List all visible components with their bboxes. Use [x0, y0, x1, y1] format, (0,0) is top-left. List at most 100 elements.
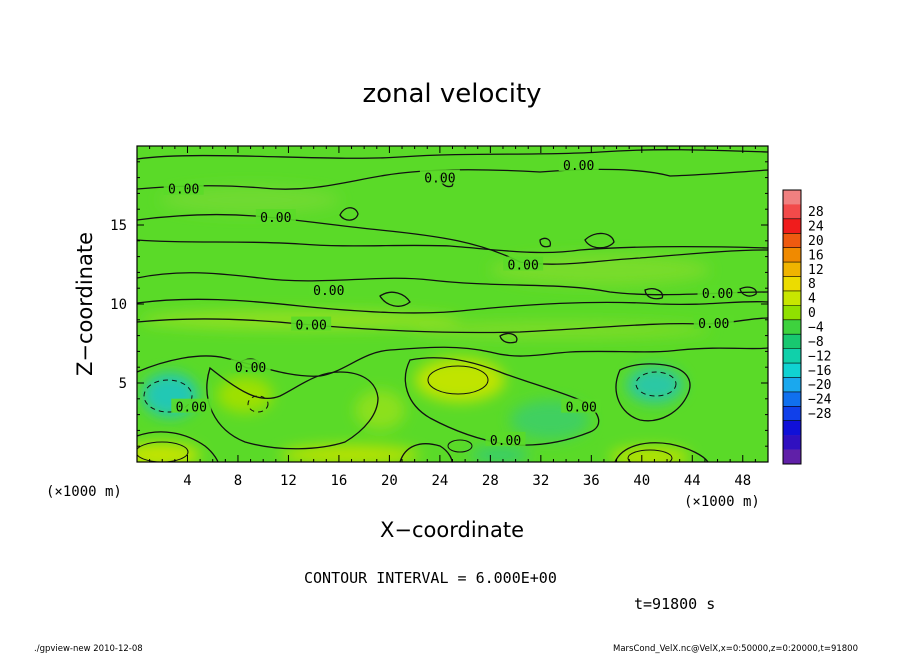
colorbar-segment: [783, 190, 801, 205]
contour-line: [644, 288, 664, 300]
positive-contour: [447, 439, 473, 453]
colorbar-segment: [783, 290, 801, 306]
colorbar-segment: [783, 218, 801, 234]
positive-contour: [137, 441, 189, 462]
x-tick-label: 36: [583, 473, 600, 489]
field-patch: [217, 377, 273, 413]
contour-label: 0.00: [698, 317, 729, 332]
x-tick-label: 20: [381, 473, 398, 489]
colorbar-segment: [783, 204, 801, 220]
footer-left: ./gpview-new 2010-12-08: [34, 644, 143, 654]
colorbar-segment: [783, 363, 801, 378]
colorbar-label: 8: [808, 277, 816, 292]
contour-line: [137, 298, 768, 314]
y-axis: 5 10 15: [110, 161, 768, 447]
contour-line: [539, 237, 552, 248]
contour-label-bg: [558, 156, 599, 171]
contour-line: [137, 168, 768, 190]
contour-line: [404, 357, 600, 446]
x-tick-label: 4: [183, 473, 191, 489]
x-tick-label: 32: [532, 473, 549, 489]
colorbar-label: −24: [808, 393, 832, 408]
positive-contour: [627, 449, 673, 462]
contour-line: [739, 286, 757, 297]
time-label: t=91800 s: [634, 595, 715, 613]
colorbar-segment: [783, 247, 801, 263]
contour-line: [379, 291, 411, 307]
field-patch: [160, 186, 340, 214]
colorbar-segment: [783, 262, 801, 277]
y-axis-title: Z−coordinate: [73, 232, 97, 376]
contour-label-bg: [503, 256, 544, 271]
contour-label: 0.00: [260, 211, 291, 226]
contour-line: [137, 213, 768, 265]
contour-label: 0.00: [168, 183, 199, 198]
contour-label: 0.00: [566, 401, 597, 416]
contour-line: [137, 149, 768, 160]
contour-label-bg: [291, 316, 332, 331]
x-tick-label: 28: [482, 473, 499, 489]
x-tick-label: 40: [633, 473, 650, 489]
colorbar-label: −8: [808, 335, 824, 350]
field-patch: [610, 447, 690, 462]
contour-line: [399, 443, 453, 462]
colorbar-segment: [783, 276, 801, 292]
negative-contours: [143, 371, 677, 413]
contour-label: 0.00: [508, 259, 539, 274]
contour-label-bg: [693, 314, 734, 329]
colorbar-label: −20: [808, 378, 831, 393]
colorbar-label: −4: [808, 321, 824, 336]
y-tick-label: 10: [110, 297, 127, 313]
contour-line: [614, 442, 709, 462]
contour-label-bg: [485, 431, 526, 446]
contour-label: 0.00: [563, 159, 594, 174]
contour-line: [137, 272, 768, 296]
x-tick-label: 48: [734, 473, 751, 489]
field-patch: [627, 367, 683, 403]
x-tick-label: 44: [684, 473, 701, 489]
contour-line: [206, 366, 379, 450]
field-patch: [280, 445, 420, 462]
colorbar-segment: [783, 406, 801, 422]
colorbar-label: 16: [808, 248, 824, 263]
plot-area: 0.00 0.00 0.00 0.00 0.00 0.00 0.00 0.00 0.00 0.00…: [137, 146, 768, 462]
footer-right: MarsCond_VelX.nc@VelX,x=0:50000,z=0:2000…: [613, 644, 858, 654]
contour-label: 0.00: [295, 319, 326, 334]
positive-inner-contours: [137, 365, 673, 462]
colorbar-label: −12: [808, 349, 831, 364]
y-tick-label: 15: [110, 218, 127, 234]
x-tick-label: 8: [234, 473, 242, 489]
y-tick-label: 5: [119, 376, 127, 392]
y-unit-label: (×1000 m): [46, 484, 122, 500]
contour-line: [137, 239, 768, 254]
contour-label-bg: [171, 398, 212, 413]
colorbar-label: 4: [808, 292, 816, 307]
x-tick-label: 16: [330, 473, 347, 489]
contour-label-bg: [230, 359, 271, 374]
colorbar-label: −16: [808, 364, 831, 379]
contour-label-bg: [561, 398, 602, 413]
colorbar-segment: [783, 348, 801, 364]
contour-interval-text: CONTOUR INTERVAL = 6.000E+00: [304, 569, 557, 587]
contour-label: 0.00: [313, 284, 344, 299]
colorbar-label: 28: [808, 205, 824, 220]
x-tick-label: 24: [431, 473, 448, 489]
colorbar-frame: [782, 189, 802, 465]
contour-label: 0.00: [702, 287, 733, 302]
field-patch: [137, 443, 200, 462]
field-patch: [490, 254, 710, 286]
colorbar-label: 20: [808, 234, 824, 249]
x-axis: 4 8 12 16 20 24 28 32 36 40 44 48: [149, 146, 756, 489]
colorbar-segment: [783, 377, 801, 393]
colorbar-segment: [783, 391, 801, 407]
colorbar-segment: [783, 420, 801, 436]
x-axis-title: X−coordinate: [380, 518, 524, 542]
contour-line: [499, 332, 518, 344]
colorbar-segment: [783, 305, 801, 321]
x-tick-label: 12: [280, 473, 297, 489]
colorbar-label: 12: [808, 263, 824, 278]
field-patch: [355, 390, 405, 430]
contour-label: 0.00: [424, 172, 455, 187]
